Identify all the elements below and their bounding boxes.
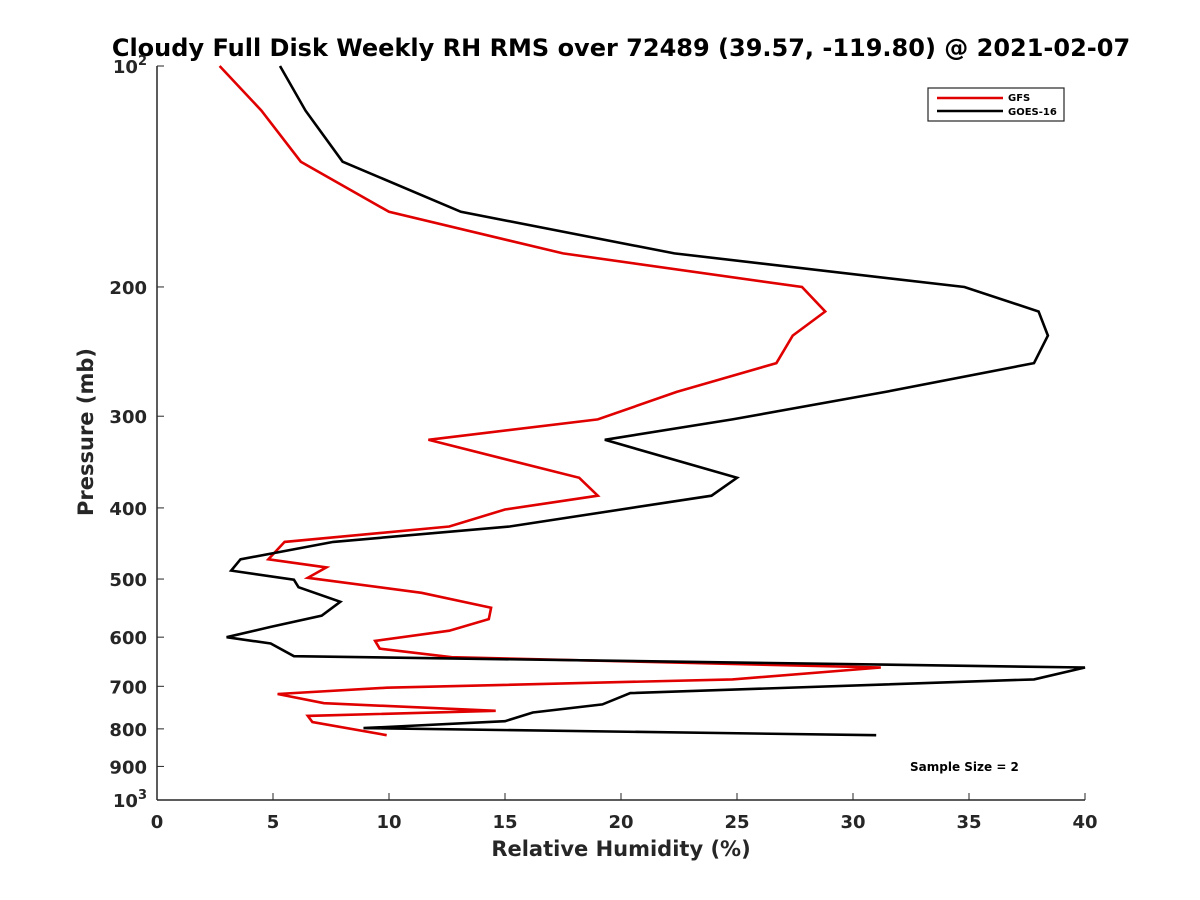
y-tick-label: 500 bbox=[109, 570, 147, 591]
x-tick-label: 15 bbox=[492, 812, 517, 833]
axes: 0 5 10 15 20 25 30 35 40 102 200 300 400 500 600 700 800… bbox=[109, 54, 1097, 833]
y-tick-label: 102 bbox=[113, 54, 147, 78]
x-tick-label: 30 bbox=[840, 812, 865, 833]
legend-label-goes16: GOES-16 bbox=[1008, 107, 1057, 118]
x-tick-label: 5 bbox=[267, 812, 280, 833]
y-tick-label: 400 bbox=[109, 499, 147, 520]
x-tick-label: 0 bbox=[151, 812, 164, 833]
x-axis-label: Relative Humidity (%) bbox=[491, 837, 750, 861]
series-line-gfs bbox=[218, 65, 881, 737]
y-tick-label: 200 bbox=[109, 278, 147, 299]
x-tick-label: 20 bbox=[608, 812, 633, 833]
x-tick-label: 40 bbox=[1072, 812, 1097, 833]
x-tick-label: 25 bbox=[724, 812, 749, 833]
legend-label-gfs: GFS bbox=[1008, 93, 1030, 104]
sample-size-annotation: Sample Size = 2 bbox=[910, 760, 1019, 774]
plot-series bbox=[218, 65, 1086, 737]
chart-title: Cloudy Full Disk Weekly RH RMS over 7248… bbox=[112, 34, 1130, 62]
y-tick-label: 700 bbox=[109, 677, 147, 698]
legend: GFS GOES-16 bbox=[927, 87, 1065, 122]
y-tick-label: 800 bbox=[109, 720, 147, 741]
y-tick-label: 103 bbox=[113, 788, 147, 812]
x-tick-label: 35 bbox=[956, 812, 981, 833]
y-axis-label: Pressure (mb) bbox=[74, 348, 98, 516]
y-tick-label: 600 bbox=[109, 628, 147, 649]
y-tick-label: 900 bbox=[109, 757, 147, 778]
series-line-goes-16 bbox=[226, 65, 1086, 737]
legend-box bbox=[927, 87, 1065, 122]
x-tick-label: 10 bbox=[376, 812, 401, 833]
y-tick-label: 300 bbox=[109, 407, 147, 428]
